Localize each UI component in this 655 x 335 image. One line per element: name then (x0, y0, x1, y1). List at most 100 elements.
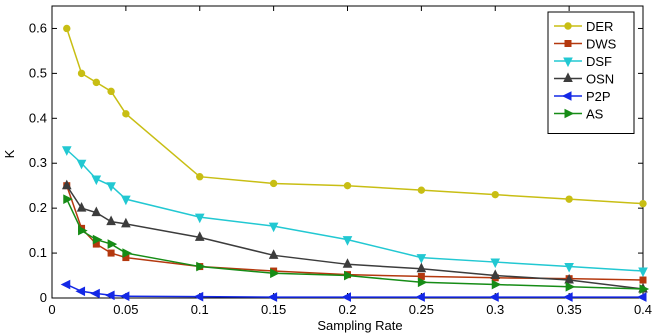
data-point-as (417, 277, 428, 288)
y-tick-label: 0.2 (29, 200, 47, 215)
data-point-dsf (61, 146, 72, 156)
data-point-der (77, 69, 86, 78)
data-point-der (63, 24, 71, 33)
legend: DER DWS DSF OSN P2P AS (547, 11, 635, 134)
legend-entry-dsf: DSF (554, 54, 612, 69)
legend-marker-as (564, 108, 575, 119)
x-axis: 0 0.05 0.1 0.15 0.2 0.25 0.3 0.35 0.4 (48, 6, 652, 317)
data-point-as (491, 279, 502, 290)
y-tick-label: 0.5 (29, 65, 47, 80)
legend-label-as: AS (586, 107, 604, 122)
data-point-der (269, 179, 278, 188)
data-point-p2p (636, 292, 647, 302)
x-tick-label: 0.1 (191, 302, 209, 317)
data-point-p2p (119, 291, 130, 302)
data-point-dsf (490, 258, 501, 269)
y-tick-label: 0.4 (29, 110, 47, 125)
data-point-dsf (106, 182, 116, 192)
x-tick-label: 0.4 (634, 302, 652, 317)
data-point-der (565, 195, 573, 203)
data-point-p2p (415, 292, 425, 302)
data-point-osn (564, 273, 574, 284)
series-line-as (66, 198, 644, 290)
x-tick-label: 0.3 (486, 302, 504, 317)
series-line-osn (66, 185, 644, 290)
legend-entry-p2p: P2P (554, 89, 611, 104)
data-point-osn (490, 269, 501, 280)
data-point-p2p (60, 279, 71, 290)
data-point-dsf (564, 263, 574, 273)
legend-marker-dws (564, 40, 572, 47)
data-point-osn (194, 231, 205, 241)
data-point-p2p (489, 292, 499, 302)
data-point-dws (107, 249, 115, 257)
x-tick-label: 0 (48, 302, 55, 317)
data-point-der (107, 87, 115, 96)
data-point-der (92, 78, 101, 87)
data-point-dsf (342, 236, 353, 246)
x-tick-label: 0.05 (113, 302, 138, 317)
legend-label-der: DER (586, 19, 613, 34)
data-point-p2p (267, 292, 278, 302)
data-point-dsf (268, 222, 279, 233)
series-osn (61, 179, 648, 293)
x-tick-label: 0.15 (261, 302, 286, 317)
legend-label-p2p: P2P (586, 89, 611, 104)
series-line-dsf (66, 149, 644, 272)
series-dws (63, 182, 647, 284)
data-point-der (491, 190, 499, 199)
data-point-as (344, 270, 354, 281)
data-point-dsf (76, 159, 87, 170)
x-tick-label: 0.25 (409, 302, 434, 317)
data-point-as (639, 284, 650, 294)
data-point-dsf (194, 213, 205, 224)
data-point-p2p (193, 291, 204, 302)
legend-marker-p2p (561, 91, 572, 101)
data-point-osn (91, 206, 102, 217)
series-layer (60, 24, 650, 302)
data-point-osn (416, 262, 427, 273)
data-point-as (122, 248, 132, 258)
data-point-dsf (121, 195, 131, 206)
data-point-as (196, 261, 206, 272)
series-p2p (60, 279, 647, 302)
y-tick-label: 0 (40, 290, 47, 305)
data-point-as (92, 234, 103, 245)
data-point-osn (268, 249, 279, 259)
legend-label-dws: DWS (586, 37, 617, 52)
data-point-dws (639, 276, 647, 284)
data-point-osn (106, 215, 116, 226)
legend-label-dsf: DSF (586, 54, 612, 69)
data-point-as (107, 239, 118, 249)
data-point-osn (121, 217, 131, 228)
y-axis: 0 0.1 0.2 0.3 0.4 0.5 0.6 (29, 20, 643, 305)
data-point-as (565, 281, 576, 292)
data-point-der (639, 199, 647, 208)
legend-label-osn: OSN (586, 72, 614, 87)
x-tick-label: 0.35 (556, 302, 581, 317)
y-tick-label: 0.1 (29, 245, 47, 260)
data-point-dsf (638, 267, 648, 278)
y-axis-label: K (2, 149, 17, 158)
x-tick-label: 0.2 (338, 302, 356, 317)
series-dsf (61, 146, 648, 278)
data-point-dsf (91, 175, 102, 186)
data-point-der (417, 186, 426, 194)
data-point-p2p (90, 288, 100, 299)
data-point-der (122, 110, 130, 118)
y-tick-label: 0.3 (29, 155, 47, 170)
legend-marker-dsf (563, 57, 573, 68)
legend-entry-der: DER (554, 19, 613, 34)
data-point-der (196, 173, 204, 181)
legend-entry-dws: DWS (554, 37, 617, 52)
data-point-osn (76, 202, 87, 212)
data-point-p2p (563, 292, 573, 302)
data-point-der (343, 181, 352, 190)
legend-entry-osn: OSN (554, 72, 614, 87)
data-point-dsf (416, 254, 427, 264)
legend-entry-as: AS (554, 107, 604, 122)
legend-marker-der (564, 22, 572, 30)
data-point-p2p (341, 292, 351, 302)
data-point-osn (61, 179, 72, 190)
